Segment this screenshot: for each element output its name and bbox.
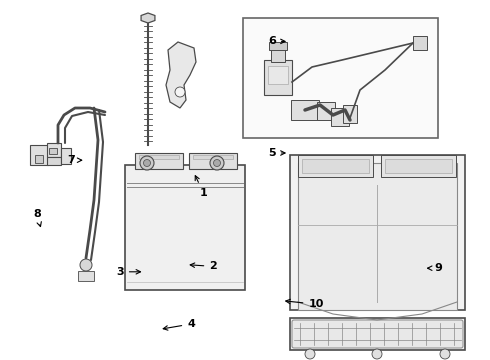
Bar xyxy=(30,145,48,165)
Circle shape xyxy=(214,159,220,166)
Bar xyxy=(49,148,57,154)
Bar xyxy=(61,148,71,164)
Bar xyxy=(139,155,179,159)
Bar xyxy=(125,165,245,290)
Bar xyxy=(381,155,456,177)
Bar xyxy=(317,102,335,120)
Bar xyxy=(331,108,349,126)
Bar xyxy=(298,163,457,310)
Bar xyxy=(47,157,61,165)
Circle shape xyxy=(210,156,224,170)
Circle shape xyxy=(140,156,154,170)
Bar xyxy=(271,48,285,62)
Bar xyxy=(302,159,369,173)
Circle shape xyxy=(144,159,150,166)
Text: 4: 4 xyxy=(163,319,195,330)
Text: 7: 7 xyxy=(67,155,82,165)
Text: 2: 2 xyxy=(190,261,217,271)
Bar xyxy=(35,155,43,163)
Polygon shape xyxy=(166,42,196,108)
Bar xyxy=(413,36,427,50)
Circle shape xyxy=(440,349,450,359)
Circle shape xyxy=(80,259,92,271)
Circle shape xyxy=(372,349,382,359)
Bar xyxy=(78,271,94,281)
Bar xyxy=(269,42,287,50)
Bar xyxy=(47,143,61,157)
Bar xyxy=(135,153,183,169)
Text: 6: 6 xyxy=(268,36,285,46)
Polygon shape xyxy=(141,13,155,23)
Bar xyxy=(343,105,357,123)
Bar xyxy=(298,155,373,177)
Text: 5: 5 xyxy=(268,148,285,158)
Bar xyxy=(290,318,465,350)
Bar xyxy=(189,153,237,169)
Text: 9: 9 xyxy=(428,263,442,273)
Bar xyxy=(290,155,465,310)
Text: 3: 3 xyxy=(116,267,141,277)
Text: 1: 1 xyxy=(195,176,207,198)
Bar xyxy=(268,66,288,84)
Bar xyxy=(385,159,452,173)
Bar xyxy=(243,18,438,138)
Circle shape xyxy=(175,87,185,97)
Circle shape xyxy=(305,349,315,359)
FancyBboxPatch shape xyxy=(292,320,463,348)
Bar xyxy=(193,155,233,159)
Text: 10: 10 xyxy=(286,299,324,309)
Bar xyxy=(291,100,319,120)
Bar xyxy=(264,60,292,95)
Text: 8: 8 xyxy=(33,209,41,226)
